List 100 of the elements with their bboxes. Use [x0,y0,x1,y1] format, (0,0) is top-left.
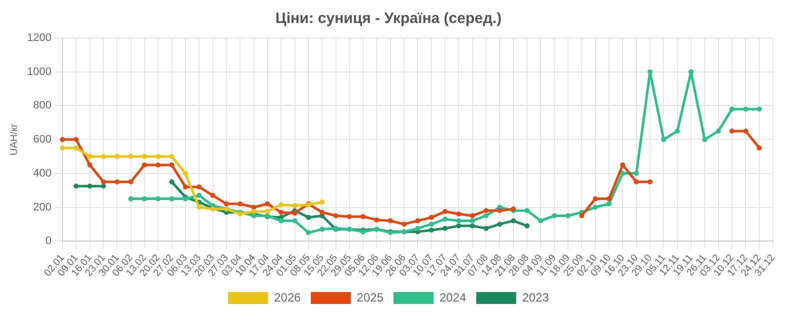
point [442,216,448,222]
point [251,208,256,214]
point [169,196,174,202]
point [142,154,147,159]
point [456,218,462,224]
point [333,213,338,218]
point [182,184,188,190]
point [579,213,584,218]
point [196,184,202,190]
point [87,154,92,159]
point [415,226,420,231]
point [306,214,311,220]
point [169,179,174,184]
point [484,226,489,231]
y-tick-label: 0 [45,235,52,248]
point [756,146,762,151]
point [292,218,298,224]
point [114,179,120,184]
point [292,203,298,208]
point [60,146,65,151]
point [674,128,680,134]
point [592,196,598,202]
legend-label: 2026 [274,290,302,304]
point [74,184,79,189]
point [538,218,544,224]
point [497,222,502,227]
point [442,208,448,214]
point [182,170,188,176]
point [497,208,502,214]
point [688,69,694,74]
point [306,230,311,236]
point [128,154,134,159]
point [484,213,489,218]
point [156,162,161,168]
point [60,137,65,142]
point [360,214,366,220]
point [87,184,92,189]
y-tick-label: 600 [33,134,52,146]
point [100,184,106,189]
point [388,218,393,224]
point [100,179,106,184]
point [320,226,325,232]
point [320,200,325,205]
point [730,128,735,134]
point [346,214,352,220]
y-axis-title: UAH/кг [8,123,20,156]
point [743,128,748,134]
point [524,208,530,214]
point [292,210,298,216]
point [484,208,489,214]
point [592,204,598,210]
point [374,217,380,222]
point [264,201,270,206]
point [156,196,161,202]
point [661,137,666,142]
point [278,218,284,224]
point [196,204,202,210]
legend-label: 2023 [522,290,550,304]
point [264,208,270,214]
y-tick-label: 200 [33,201,52,214]
point [278,210,284,215]
point [730,106,735,112]
point [470,218,475,224]
point [510,218,516,224]
point [702,137,708,142]
point [224,201,229,206]
point [169,154,174,159]
point [620,170,626,176]
point [456,212,462,217]
point [196,192,202,198]
point [142,196,147,202]
point [114,154,120,159]
chart-title: Ціни: суниця - Україна (серед.) [275,10,502,28]
point [743,106,748,112]
point [278,202,284,208]
point [648,179,653,184]
point [415,218,420,224]
point [156,154,161,159]
point [142,162,147,168]
point [87,162,92,168]
point [566,213,571,218]
point [552,213,557,218]
point [524,223,530,228]
point [128,196,134,202]
point [210,192,216,198]
point [128,179,134,184]
y-tick-label: 1200 [26,32,52,44]
point [620,162,626,168]
point [74,137,79,142]
point [470,223,475,228]
point [428,222,434,227]
point [428,228,434,233]
point [320,210,325,215]
point [470,213,475,218]
point [74,146,79,151]
point [442,226,448,231]
point [100,154,106,159]
point [756,106,762,112]
point [238,201,243,206]
point [428,214,434,220]
